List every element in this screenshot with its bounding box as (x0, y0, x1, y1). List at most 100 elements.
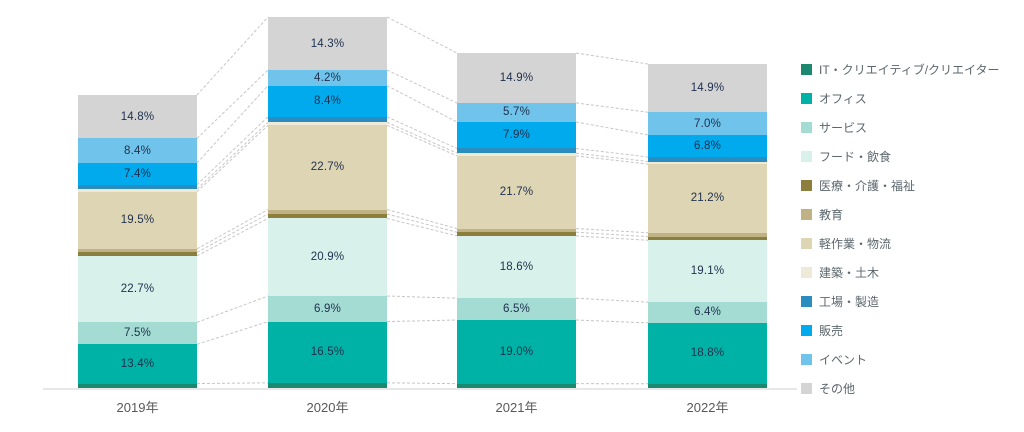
segment-connector-line (196, 124, 269, 193)
segment-connector-line (386, 319, 458, 323)
segment-connector-line (575, 102, 649, 113)
segment-data-label: 6.4% (693, 306, 721, 319)
legend-label: IT・クリエイティブ/クリエイター (819, 62, 1000, 77)
segment-data-label: 6.5% (502, 303, 530, 316)
bar-segment: 21.7% (457, 155, 576, 229)
legend-item: 販売 (801, 323, 844, 338)
segment-connector-line (386, 69, 458, 104)
bar-segment (648, 232, 767, 237)
segment-data-label: 14.9% (499, 71, 534, 84)
segment-data-label: 6.8% (693, 139, 721, 152)
bar-segment (457, 148, 576, 154)
bar-segment: 8.4% (268, 85, 387, 117)
legend-label: 軽作業・物流 (819, 236, 892, 251)
bar-segment (648, 383, 767, 388)
bar-segment (78, 248, 197, 253)
bar-segment (648, 161, 767, 165)
bar-segment: 5.7% (457, 102, 576, 122)
segment-connector-line (575, 152, 649, 163)
bar-segment: 20.9% (268, 218, 387, 296)
bar-segment (457, 228, 576, 233)
segment-connector-line (386, 121, 458, 154)
bar-segment: 16.5% (268, 321, 387, 383)
segment-data-label: 19.0% (499, 345, 534, 358)
segment-connector-line (196, 209, 269, 250)
segment-connector-line (575, 319, 649, 324)
segment-connector-line (196, 116, 269, 186)
bar-segment: 19.1% (648, 240, 767, 303)
bar-segment: 6.4% (648, 302, 767, 323)
legend-item: 教育 (801, 208, 843, 222)
legend-label: 販売 (819, 323, 844, 338)
legend-item: 建築・土木 (801, 266, 879, 280)
bar-segment: 19.5% (78, 191, 197, 249)
bar-segment: 7.5% (78, 322, 197, 345)
bar-segment: 6.5% (457, 298, 576, 320)
bar-segment (268, 209, 387, 214)
bar-segment: 6.9% (268, 295, 387, 322)
bar-segment (457, 153, 576, 156)
legend-label: その他 (819, 382, 856, 397)
bar-segment (268, 382, 387, 388)
bar-segment: 14.3% (268, 17, 387, 71)
segment-connector-line (196, 121, 269, 190)
legend-item: 医療・介護・福祉 (801, 179, 915, 193)
segment-connector-line (575, 297, 649, 303)
segment-data-label: 21.2% (690, 192, 725, 205)
bar-segment: 18.6% (457, 235, 576, 299)
legend-swatch-icon (801, 354, 812, 365)
bar-segment: 7.9% (457, 122, 576, 149)
segment-connector-line (196, 295, 269, 323)
segment-data-label: 7.4% (123, 167, 151, 180)
legend-swatch-icon (801, 383, 812, 395)
legend-swatch-icon (801, 63, 812, 75)
segment-data-label: 22.7% (120, 283, 155, 296)
segment-connector-line (575, 52, 649, 65)
segment-connector-line (196, 382, 269, 385)
legend-label: フード・飲食 (819, 149, 892, 164)
segment-data-label: 18.6% (499, 261, 534, 274)
segment-connector-line (386, 16, 458, 54)
legend-item: イベント (801, 353, 867, 367)
legend-swatch-icon (801, 92, 812, 104)
segment-data-label: 14.3% (310, 37, 345, 50)
legend-swatch-icon (801, 237, 812, 249)
segment-connector-line (386, 217, 458, 237)
segment-data-label: 22.7% (310, 161, 345, 174)
segment-data-label: 16.5% (310, 346, 345, 359)
bar-segment (457, 232, 576, 236)
segment-connector-line (386, 124, 458, 157)
bar-segment (268, 116, 387, 123)
legend-item: その他 (801, 382, 856, 397)
legend-swatch-icon (801, 266, 812, 278)
bar-segment (457, 383, 576, 388)
bar-segment: 22.7% (268, 125, 387, 210)
segment-connector-line (575, 228, 649, 234)
bar-segment: 21.2% (648, 164, 767, 233)
bar-segment: 14.9% (648, 64, 767, 113)
segment-connector-line (196, 218, 269, 257)
segment-connector-line (196, 321, 269, 345)
bar-segment (648, 236, 767, 241)
segment-connector-line (196, 85, 269, 164)
bar-segment (268, 122, 387, 126)
x-axis-label: 2022年 (686, 400, 729, 415)
bar-segment: 18.8% (648, 322, 767, 384)
segment-connector-line (386, 382, 458, 385)
legend-label: オフィス (819, 91, 867, 106)
bar-segment: 13.4% (78, 344, 197, 384)
segment-connector-line (196, 69, 269, 139)
bar-segment: 8.4% (78, 138, 197, 163)
segment-data-label: 14.9% (690, 82, 725, 95)
bar-segment: 19.0% (457, 319, 576, 384)
legend-item: オフィス (801, 91, 867, 106)
x-axis-label: 2020年 (306, 400, 349, 415)
segment-data-label: 7.5% (123, 327, 151, 340)
legend-swatch-icon (801, 121, 812, 133)
segment-connector-line (575, 235, 649, 241)
bar-segment: 14.8% (78, 95, 197, 139)
segment-connector-line (196, 16, 269, 96)
bar-segment: 7.4% (78, 162, 197, 185)
legend-swatch-icon (801, 295, 812, 307)
